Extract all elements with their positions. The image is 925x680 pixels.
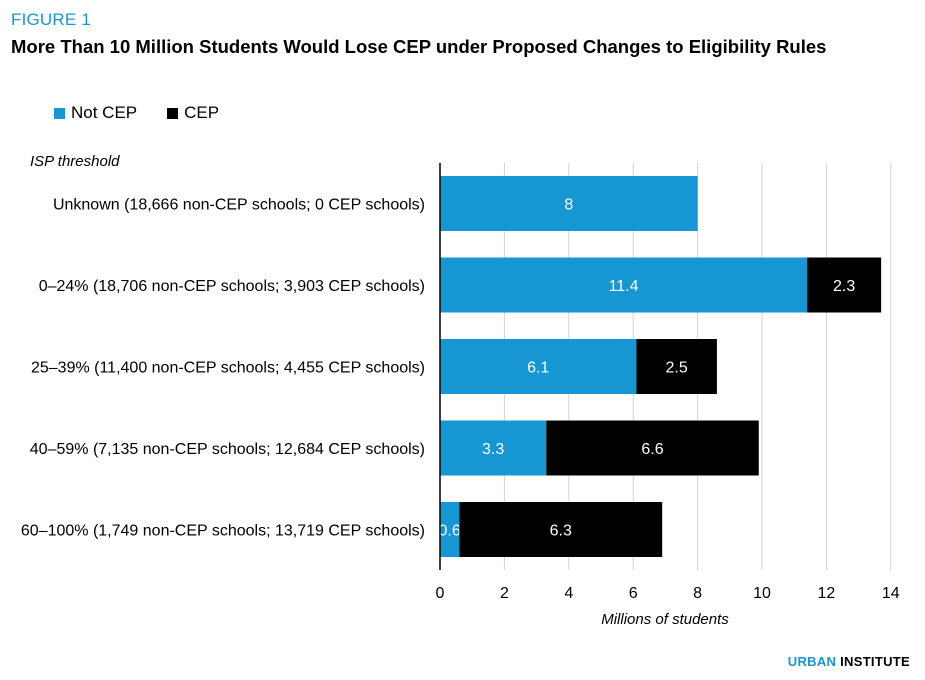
data-label-not-cep: 11.4 <box>609 278 639 295</box>
brand-institute: INSTITUTE <box>840 654 910 669</box>
x-tick-label: 6 <box>629 585 638 602</box>
bar-not-cep <box>440 176 698 231</box>
data-label-not-cep: 8 <box>564 197 573 214</box>
x-tick-label: 14 <box>882 585 900 602</box>
data-label-cep: 6.6 <box>641 441 663 458</box>
legend-swatch-not-cep <box>54 107 65 119</box>
bar-not-cep <box>440 502 460 557</box>
legend-item-cep: CEP <box>167 103 219 123</box>
legend-label-not-cep: Not CEP <box>71 103 138 122</box>
brand-urban: URBAN <box>787 654 837 669</box>
bar-cep <box>636 339 717 394</box>
chart-title: More Than 10 Million Students Would Lose… <box>11 36 827 57</box>
x-tick-label: 8 <box>693 585 702 602</box>
bar-not-cep <box>440 257 808 313</box>
x-axis-title: Millions of students <box>601 611 729 628</box>
figure-label: FIGURE 1 <box>11 10 92 29</box>
category-axis-title: ISP threshold <box>30 153 120 170</box>
data-label-cep: 2.3 <box>833 278 855 295</box>
data-label-not-cep: 3.3 <box>482 441 504 458</box>
legend-item-not-cep: Not CEP <box>54 103 137 123</box>
x-tick-label: 10 <box>753 585 771 602</box>
category-label: 0–24% (18,706 non-CEP schools; 3,903 CEP… <box>39 278 425 295</box>
category-label: Unknown (18,666 non-CEP schools; 0 CEP s… <box>53 197 425 214</box>
bar-cep <box>459 502 663 557</box>
category-label: 40–59% (7,135 non-CEP schools; 12,684 CE… <box>30 441 425 458</box>
legend: Not CEP CEP <box>54 103 249 123</box>
legend-label-cep: CEP <box>184 103 220 122</box>
bar-not-cep <box>440 420 547 476</box>
data-label-not-cep: 0.6 <box>439 523 461 540</box>
category-label: 60–100% (1,749 non-CEP schools; 13,719 C… <box>21 523 425 540</box>
bar-cep <box>807 257 882 313</box>
bar-not-cep <box>440 339 637 394</box>
x-tick-label: 4 <box>564 585 573 602</box>
bar-cep <box>546 420 759 476</box>
data-label-cep: 2.5 <box>666 360 688 377</box>
data-label-cep: 6.3 <box>550 523 572 540</box>
legend-swatch-cep <box>167 107 179 119</box>
brand-footer: URBAN INSTITUTE <box>788 654 910 669</box>
category-label: 25–39% (11,400 non-CEP schools; 4,455 CE… <box>31 360 425 377</box>
data-label-not-cep: 6.1 <box>527 360 549 377</box>
x-tick-label: 0 <box>436 585 445 602</box>
x-tick-label: 12 <box>818 585 836 602</box>
x-tick-label: 2 <box>500 585 509 602</box>
